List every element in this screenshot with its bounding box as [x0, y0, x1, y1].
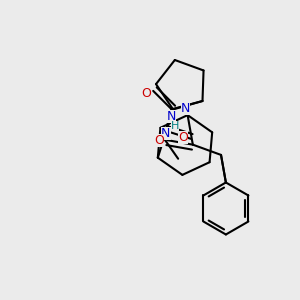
Text: O: O [141, 87, 151, 101]
Text: H: H [171, 121, 179, 131]
Text: O: O [154, 134, 164, 147]
Text: O: O [178, 131, 188, 144]
Text: N: N [181, 102, 190, 115]
Text: N: N [161, 127, 170, 140]
Text: N: N [167, 110, 176, 123]
